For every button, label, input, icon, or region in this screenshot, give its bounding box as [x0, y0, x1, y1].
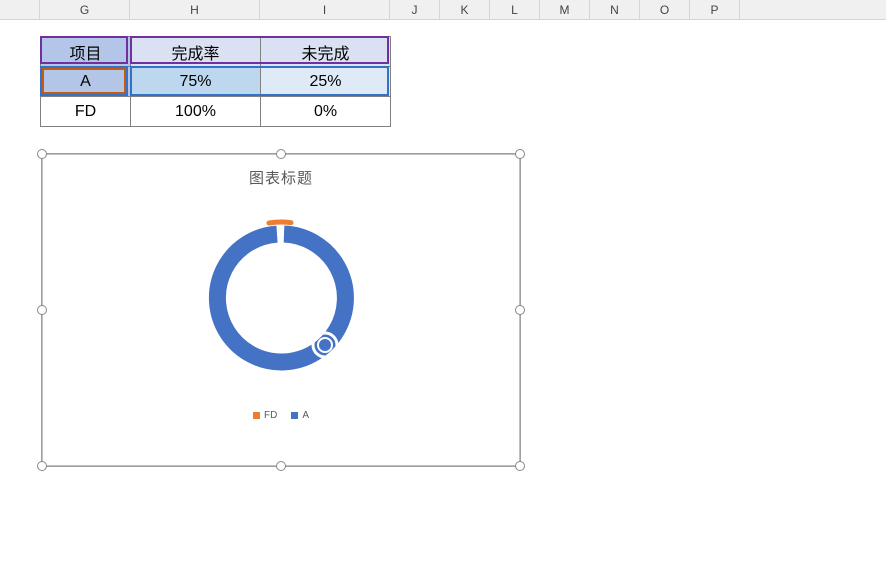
resize-handle-bm[interactable] [276, 461, 286, 471]
col-header-L[interactable]: L [490, 0, 540, 19]
cell-A-name[interactable]: A [41, 67, 131, 97]
col-header-G[interactable]: G [40, 0, 130, 19]
chart-object[interactable]: 图表标题 FD A [42, 154, 520, 466]
cell-FD-incomplete[interactable]: 0% [261, 97, 391, 127]
hdr-complete[interactable]: 完成率 [131, 37, 261, 67]
cell-A-incomplete[interactable]: 25% [261, 67, 391, 97]
arc-a [217, 234, 345, 362]
resize-handle-tr[interactable] [515, 149, 525, 159]
chart-legend[interactable]: FD A [43, 410, 519, 421]
legend-swatch-fd [253, 412, 260, 419]
col-header-P[interactable]: P [690, 0, 740, 19]
col-header-M[interactable]: M [540, 0, 590, 19]
resize-handle-bl[interactable] [37, 461, 47, 471]
chart-plot-area[interactable] [43, 208, 519, 388]
resize-handle-tm[interactable] [276, 149, 286, 159]
col-header-H[interactable]: H [130, 0, 260, 19]
col-header-I[interactable]: I [260, 0, 390, 19]
table-row: A 75% 25% [41, 67, 391, 97]
cell-A-complete[interactable]: 75% [131, 67, 261, 97]
doughnut-chart [191, 208, 371, 388]
data-table[interactable]: 项目 完成率 未完成 A 75% 25% FD 100% 0% [40, 36, 391, 127]
legend-swatch-a [291, 412, 298, 419]
hdr-incomplete[interactable]: 未完成 [261, 37, 391, 67]
col-header-gutter [0, 0, 40, 19]
col-header-N[interactable]: N [590, 0, 640, 19]
col-header-K[interactable]: K [440, 0, 490, 19]
legend-item-a[interactable]: A [291, 410, 309, 421]
table-header-row: 项目 完成率 未完成 [41, 37, 391, 67]
hdr-project[interactable]: 项目 [41, 37, 131, 67]
legend-label-a: A [302, 410, 309, 421]
resize-handle-br[interactable] [515, 461, 525, 471]
arc-fd [269, 222, 291, 223]
legend-label-fd: FD [264, 410, 277, 421]
col-header-J[interactable]: J [390, 0, 440, 19]
cell-FD-complete[interactable]: 100% [131, 97, 261, 127]
legend-item-fd[interactable]: FD [253, 410, 277, 421]
col-header-O[interactable]: O [640, 0, 690, 19]
chart-title[interactable]: 图表标题 [43, 167, 519, 188]
column-headers: G H I J K L M N O P [0, 0, 886, 20]
resize-handle-tl[interactable] [37, 149, 47, 159]
table-row: FD 100% 0% [41, 97, 391, 127]
cell-FD-name[interactable]: FD [41, 97, 131, 127]
